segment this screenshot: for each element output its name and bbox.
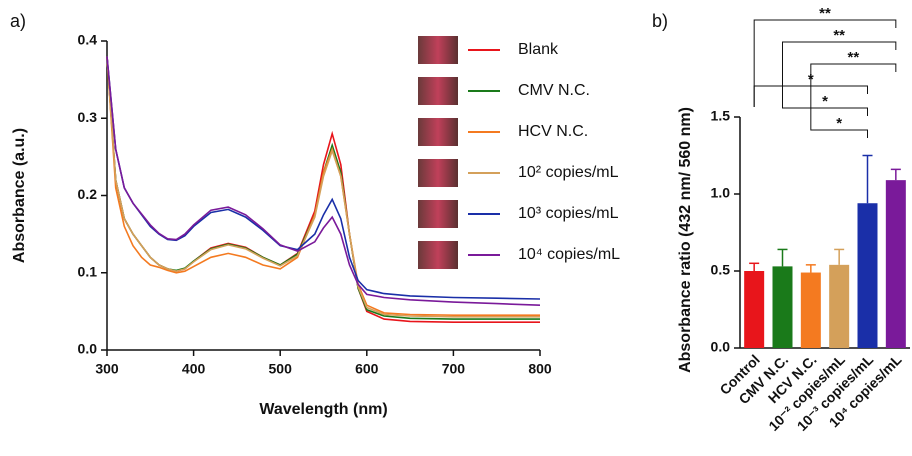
y-tick-label: 1.0 [711,185,731,201]
x-tick-label: 700 [442,361,466,377]
legend-label: 10⁴ copies/mL [518,246,620,263]
x-tick-label: 500 [269,361,293,377]
y-tick-label: 0.1 [78,263,98,279]
legend-label: 10² copies/mL [518,164,619,181]
significance-label: * [822,93,828,110]
error-bar [777,248,788,267]
bar [885,180,906,348]
y-tick-label: 0.0 [711,339,731,355]
y-axis-label: Absorbance ratio (432 nm/ 560 nm) [677,107,694,373]
y-tick-label: 0.4 [78,32,98,48]
spectrum-line [106,56,541,306]
legend-label: HCV N.C. [518,123,588,140]
spectrum-line [106,56,540,323]
y-tick-label: 0.5 [711,262,731,278]
significance-label: ** [847,49,859,66]
significance-label: ** [833,27,845,44]
error-bar [805,264,816,273]
error-bar [890,168,901,181]
error-bar [862,154,873,204]
bar [829,264,850,348]
legend-label: 10³ copies/mL [518,205,619,222]
x-tick-label: 800 [528,361,552,377]
panel-label: a) [10,11,26,31]
y-axis-label: Absorbance (a.u.) [11,128,28,263]
x-tick-label: 400 [182,361,206,377]
tube-photo [418,241,458,269]
x-tick-label: 600 [355,361,379,377]
error-bar [834,248,845,265]
bar [857,203,878,348]
tube-photo [418,36,458,64]
legend-label: Blank [518,41,559,58]
significance-bracket [753,19,897,107]
significance-bracket [753,85,868,107]
error-bar [749,262,760,271]
spectrum-line [106,56,540,320]
significance-bracket [782,41,897,107]
significance-label: ** [819,5,831,22]
panel-label: b) [652,11,668,31]
spectrum-line [106,56,540,318]
x-tick-label: 300 [95,361,119,377]
tube-photo [418,200,458,228]
bar [800,272,821,348]
tube-photo [418,159,458,187]
bar [772,266,793,348]
significance-bracket [810,107,868,138]
significance-bracket [782,107,868,116]
tube-photo [418,118,458,146]
y-tick-label: 1.5 [711,108,731,124]
tube-photo [418,77,458,105]
legend-label: CMV N.C. [518,82,590,99]
x-axis-label: Wavelength (nm) [259,401,387,418]
significance-label: * [808,71,814,88]
bar [744,271,765,348]
y-tick-label: 0.2 [78,186,98,202]
y-tick-label: 0.3 [78,109,98,125]
y-tick-label: 0.0 [78,341,98,357]
spectrum-line [106,56,540,316]
significance-label: * [836,115,842,132]
